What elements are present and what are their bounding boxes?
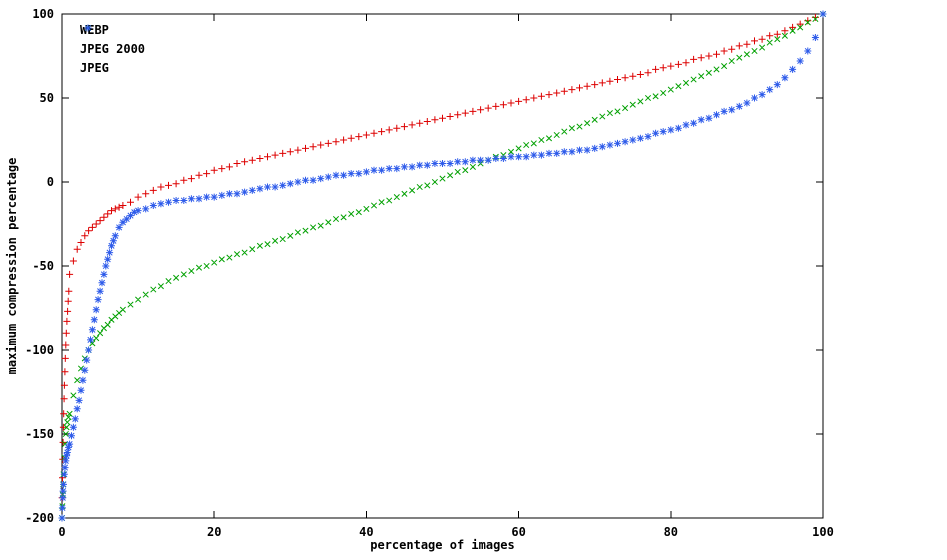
series-points (58, 10, 827, 522)
x-tick-label: 0 (58, 525, 65, 539)
legend: WEBP JPEG 2000 JPEG (80, 20, 145, 77)
jpeg-star-marker-icon (84, 24, 92, 32)
y-tick-label: -200 (25, 511, 54, 525)
x-tick-label: 40 (359, 525, 373, 539)
legend-label-jpeg: JPEG (80, 60, 109, 75)
legend-item-jpeg: JPEG (80, 24, 145, 77)
y-tick-label: -150 (25, 427, 54, 441)
y-tick-label: -50 (32, 259, 54, 273)
tick-labels: 0 20 40 60 80 100 100 50 0 -50 -100 -150 -200 (25, 7, 834, 539)
series-webp (58, 10, 827, 522)
y-tick-label: 100 (32, 7, 54, 21)
legend-item-jpeg2000: JPEG 2000 (80, 24, 146, 58)
series-points (58, 10, 827, 522)
series-points (58, 10, 827, 522)
legend-marker-glyph (84, 24, 92, 32)
y-tick-label: 50 (40, 91, 54, 105)
legend-label-webp: WEBP (80, 22, 109, 37)
legend-label-jpeg2000: JPEG 2000 (80, 41, 146, 56)
plot-frame (61, 13, 824, 519)
x-axis-label: percentage of images (370, 538, 515, 552)
y-tick-label: -100 (25, 343, 54, 357)
x-tick-label: 20 (207, 525, 221, 539)
x-tick-label: 80 (664, 525, 678, 539)
x-tick-label: 60 (511, 525, 525, 539)
series-jpeg (58, 10, 827, 522)
x-tick-label: 100 (812, 525, 834, 539)
y-tick-label: 0 (47, 175, 54, 189)
series-jpeg-2000 (58, 10, 827, 522)
y-axis-label: maximum compression percentage (5, 157, 19, 375)
tick-marks (61, 13, 824, 519)
